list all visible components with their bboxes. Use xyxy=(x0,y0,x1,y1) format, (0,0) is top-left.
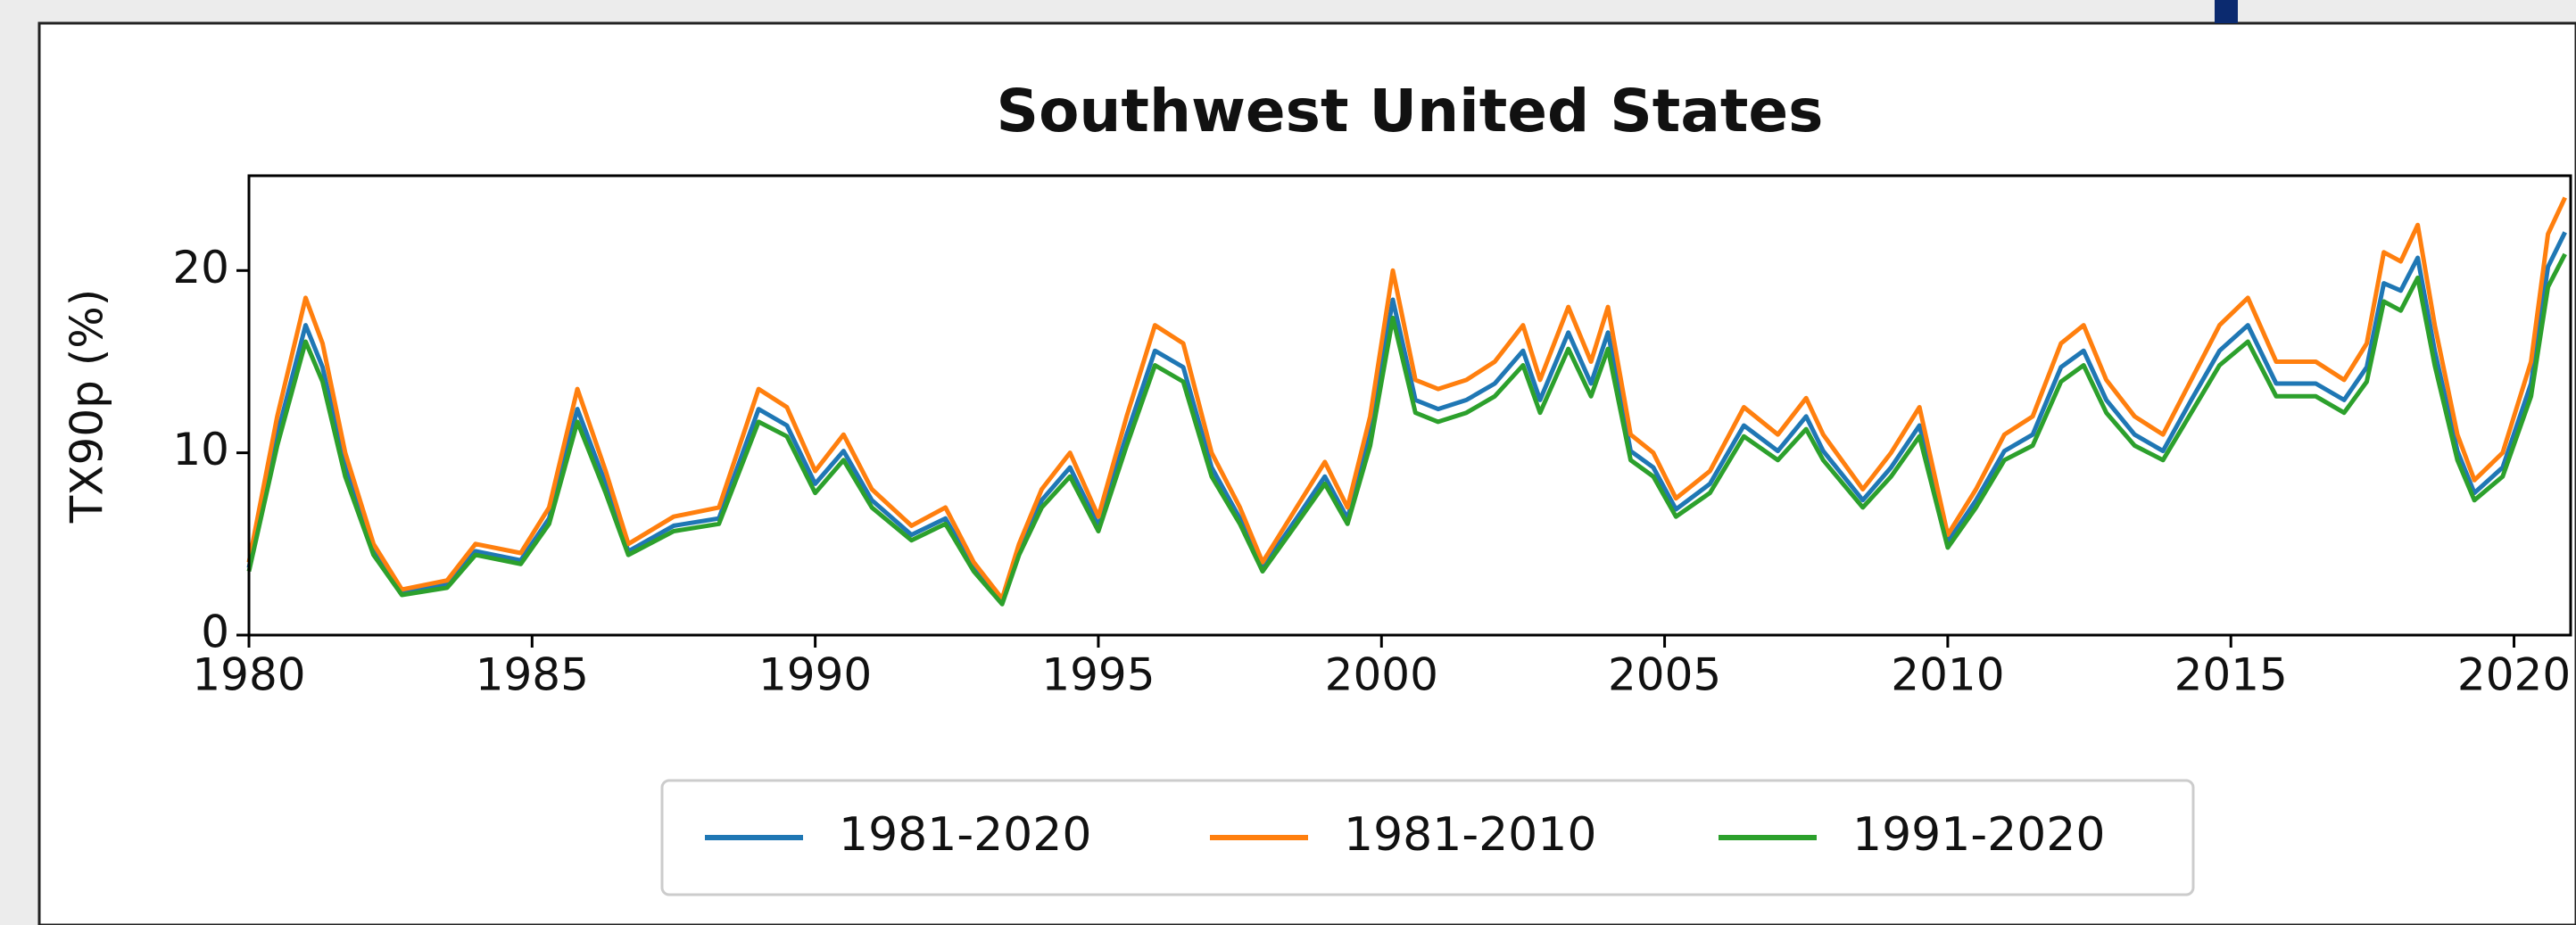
legend-label: 1981-2020 xyxy=(839,808,1091,862)
x-tick-label: 2005 xyxy=(1608,649,1721,701)
x-tick-label: 2010 xyxy=(1891,649,2004,701)
y-tick-label: 20 xyxy=(172,242,229,293)
x-tick-label: 1985 xyxy=(476,649,589,701)
y-axis-label: TX90p (%) xyxy=(62,289,113,524)
y-tick-label: 0 xyxy=(201,607,229,658)
legend-label: 1991-2020 xyxy=(1852,808,2105,862)
x-tick-label: 1995 xyxy=(1041,649,1155,701)
legend-box xyxy=(660,779,2195,896)
plot-frame xyxy=(247,174,2572,637)
chart-title: Southwest United States xyxy=(997,77,1824,145)
y-tick-label: 10 xyxy=(172,424,229,475)
top-marker xyxy=(2215,0,2238,23)
series-line xyxy=(246,196,2567,601)
x-tick-label: 2000 xyxy=(1325,649,1438,701)
x-tick-label: 1990 xyxy=(758,649,872,701)
series-line xyxy=(246,252,2567,607)
x-tick-label: 1980 xyxy=(192,649,305,701)
x-tick-label: 2020 xyxy=(2457,649,2571,701)
x-tick-label: 2015 xyxy=(2174,649,2288,701)
series-line xyxy=(246,231,2567,605)
legend-label: 1981-2010 xyxy=(1344,808,1596,862)
panel xyxy=(37,21,2576,925)
